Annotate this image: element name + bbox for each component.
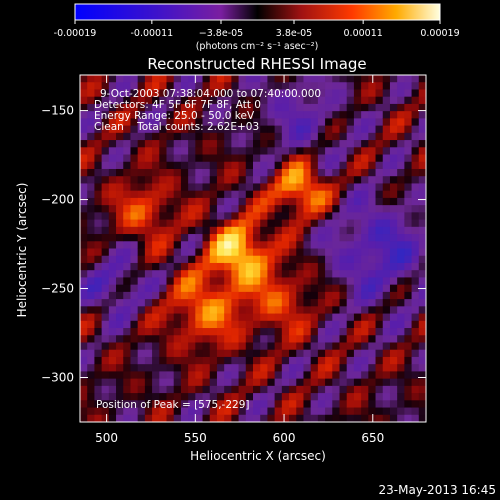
colorbar-ticks: -0.00019 -0.00011 −3.8e-05 3.8e-05 0.00011 0.… xyxy=(54,20,460,39)
x-tick-label: 650 xyxy=(361,431,384,445)
y-tick-label: −250 xyxy=(41,282,74,296)
plot-frame xyxy=(79,74,427,423)
x-tick-label: 500 xyxy=(95,431,118,445)
annotation-time-range: 9-Oct-2003 07:38:04.000 to 07:40:00.000 xyxy=(100,88,321,100)
annotation-block: 9-Oct-2003 07:38:04.000 to 07:40:00.000 … xyxy=(94,88,321,411)
x-tick-label: 550 xyxy=(184,431,207,445)
annotation-clean-counts: Clean Total counts: 2.62E+03 xyxy=(94,121,259,133)
footer-date: 23-May-2013 16:45 xyxy=(379,483,496,497)
x-axis-label: Heliocentric X (arcsec) xyxy=(190,449,326,463)
annotation-detectors: Detectors: 4F 5F 6F 7F 8F, Att 0 xyxy=(94,99,261,111)
x-tick-label: 600 xyxy=(273,431,296,445)
colorbar-tick-label: 3.8e-05 xyxy=(276,28,312,39)
chart-title: Reconstructed RHESSI Image xyxy=(147,55,366,73)
y-axis-label: Heliocentric Y (arcsec) xyxy=(15,183,29,318)
axis-ticks: 500 550 600 650 −150 −200 −250 −300 xyxy=(41,75,426,445)
colorbar-tick-label: -0.00011 xyxy=(130,28,173,39)
y-tick-label: −300 xyxy=(41,371,74,385)
colorbar-unit-label: (photons cm⁻² s⁻¹ asec⁻²) xyxy=(196,41,319,52)
colorbar-tick-label: 0.00019 xyxy=(420,28,459,39)
colorbar xyxy=(74,3,441,21)
y-tick-label: −150 xyxy=(41,104,74,118)
heatmap-image xyxy=(80,75,427,423)
annotation-peak-position: Position of Peak = [575,-229] xyxy=(96,399,250,411)
y-tick-label: −200 xyxy=(41,193,74,207)
colorbar-tick-label: −3.8e-05 xyxy=(199,28,243,39)
annotation-energy-range: Energy Range: 25.0 - 50.0 keV xyxy=(94,110,255,122)
colorbar-tick-label: -0.00019 xyxy=(54,28,97,39)
colorbar-tick-label: 0.00011 xyxy=(344,28,383,39)
